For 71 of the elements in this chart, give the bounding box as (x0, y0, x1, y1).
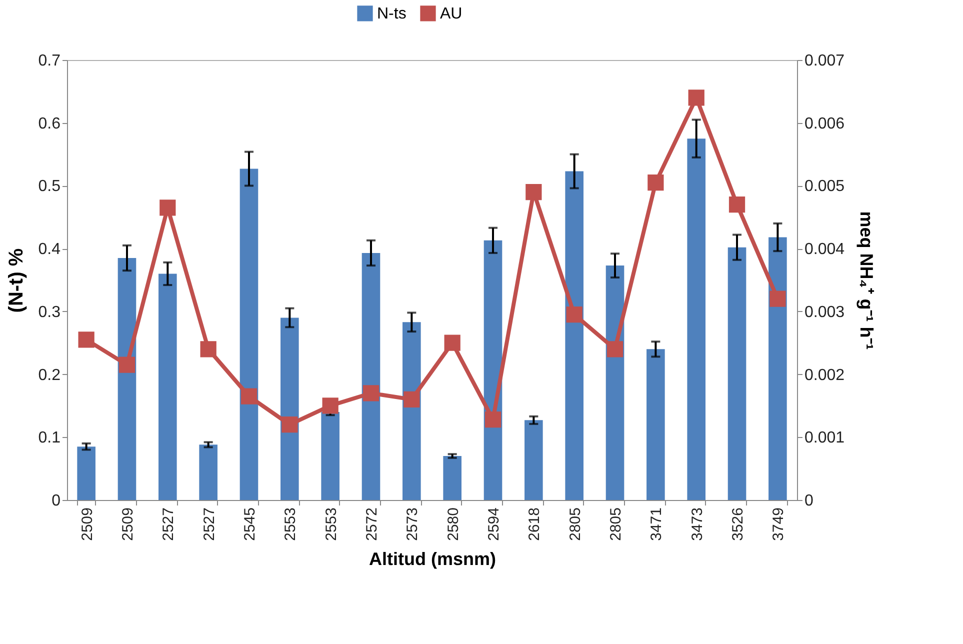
y-tick-label: 0.3 (38, 304, 61, 321)
y-tick-label: 0 (52, 492, 61, 510)
point (770, 290, 786, 307)
bar (158, 274, 177, 500)
y-tick-label: 0.4 (38, 241, 61, 258)
y2-tick-label: 0.007 (804, 52, 845, 70)
x-tick-label: 2805 (566, 508, 584, 541)
y-tick-label: 0.7 (38, 52, 61, 70)
point (240, 388, 258, 404)
point (566, 306, 582, 323)
y2-tick-label: 0.005 (804, 178, 845, 196)
y2-tick-label: 0.006 (804, 115, 845, 132)
x-tick-label: 2618 (526, 508, 544, 541)
point (200, 341, 216, 358)
bar (646, 349, 665, 500)
bar (280, 318, 299, 500)
legend-label: AU (440, 5, 462, 22)
point (688, 90, 704, 106)
bar (728, 247, 746, 500)
x-tick-label: 2805 (608, 508, 625, 541)
y2-tick-label: 0 (804, 492, 814, 510)
x-tick-label: 2553 (282, 508, 300, 541)
point (78, 332, 94, 348)
x-tick-label: 2580 (444, 508, 462, 541)
x-tick-label: 2545 (241, 508, 258, 541)
point (728, 196, 746, 213)
y2-axis-title: meq NH₄⁺ g⁻¹ h⁻¹ (856, 211, 877, 350)
x-tick-label: 3471 (648, 508, 666, 541)
bar (768, 237, 787, 500)
point (160, 200, 176, 216)
point (606, 341, 624, 358)
y-axis-title: (N-t) % (5, 248, 28, 313)
x-tick-label: 2527 (200, 508, 218, 541)
bar (524, 420, 543, 500)
bar (402, 322, 421, 500)
bar (362, 252, 380, 500)
point (526, 184, 542, 200)
y-tick-label: 0.5 (38, 178, 61, 196)
y-tick-label: 0.6 (38, 115, 61, 132)
x-tick-label: 2509 (78, 508, 96, 541)
x-axis-title: Altitud (msnm) (369, 548, 496, 569)
y2-tick-label: 0.002 (804, 366, 845, 384)
point (444, 334, 460, 351)
y2-tick-label: 0.001 (804, 430, 845, 447)
x-tick-label: 3526 (730, 508, 747, 541)
x-tick-label: 2527 (160, 508, 178, 541)
x-tick-label: 3749 (770, 508, 788, 541)
legend-label: N-ts (377, 5, 406, 22)
x-tick-label: 2572 (363, 508, 380, 541)
x-tick-label: 3473 (688, 508, 706, 541)
x-tick-label: 2594 (486, 508, 503, 541)
bar (687, 138, 706, 500)
bar (321, 412, 340, 500)
bar (565, 171, 584, 500)
point (484, 411, 502, 428)
bar (77, 446, 96, 500)
point (118, 356, 136, 373)
y-tick-label: 0.1 (38, 430, 61, 447)
x-tick-label: 2573 (404, 508, 422, 541)
x-tick-label: 2553 (322, 508, 340, 541)
y-tick-label: 0.2 (38, 366, 61, 384)
bar (240, 168, 258, 500)
point (322, 398, 338, 414)
y2-tick-label: 0.003 (804, 304, 845, 321)
point (362, 385, 380, 402)
point (404, 391, 420, 408)
point (648, 174, 664, 191)
y2-tick-label: 0.004 (804, 241, 845, 258)
bar (118, 258, 136, 500)
point (282, 416, 298, 433)
x-tick-label: 2509 (119, 508, 136, 541)
